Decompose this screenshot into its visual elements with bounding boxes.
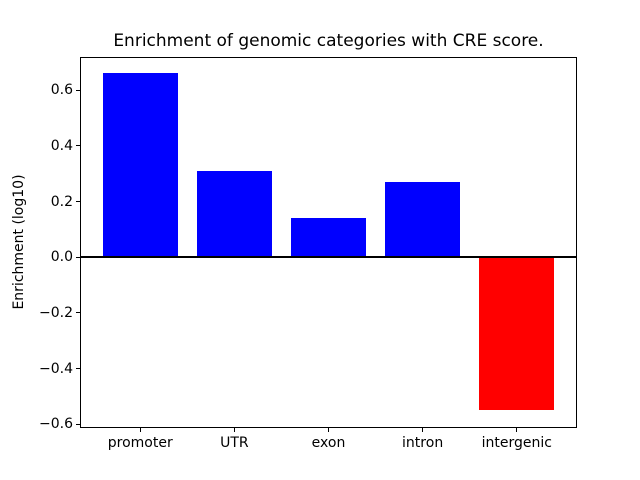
x-tick-mark: [233, 428, 235, 432]
x-tick-label: UTR: [220, 435, 249, 451]
x-tick-mark: [516, 428, 518, 432]
y-tick-label: 0.2: [50, 193, 73, 210]
y-tick-mark: [76, 423, 80, 425]
plot-area: [80, 57, 577, 428]
y-tick-mark: [76, 368, 80, 370]
x-tick-mark: [328, 428, 329, 432]
bar-promoter: [102, 73, 178, 258]
bar-intron: [384, 182, 461, 258]
y-axis-label: Enrichment (log10): [11, 174, 27, 310]
bar-UTR: [196, 170, 273, 258]
y-tick-label: 0.0: [50, 249, 73, 266]
y-tick-label: 0.4: [50, 137, 73, 154]
x-tick-mark: [139, 428, 141, 432]
y-tick-mark: [76, 256, 80, 258]
x-tick-label: promoter: [107, 435, 173, 451]
chart-title: Enrichment of genomic categories with CR…: [113, 31, 544, 51]
y-tick-mark: [76, 201, 80, 203]
y-tick-label: −0.2: [39, 304, 73, 321]
y-tick-label: −0.4: [39, 360, 73, 377]
bar-exon: [290, 218, 367, 258]
y-tick-label: 0.6: [50, 82, 73, 99]
y-tick-label: −0.6: [39, 416, 73, 433]
x-tick-label: exon: [311, 435, 346, 451]
y-tick-mark: [76, 145, 80, 147]
y-tick-mark: [76, 89, 80, 91]
x-tick-mark: [422, 428, 424, 432]
x-tick-label: intergenic: [481, 435, 552, 451]
x-tick-label: intron: [402, 435, 444, 451]
bar-intergenic: [479, 257, 555, 411]
y-tick-mark: [76, 312, 80, 314]
zero-line: [80, 256, 577, 259]
